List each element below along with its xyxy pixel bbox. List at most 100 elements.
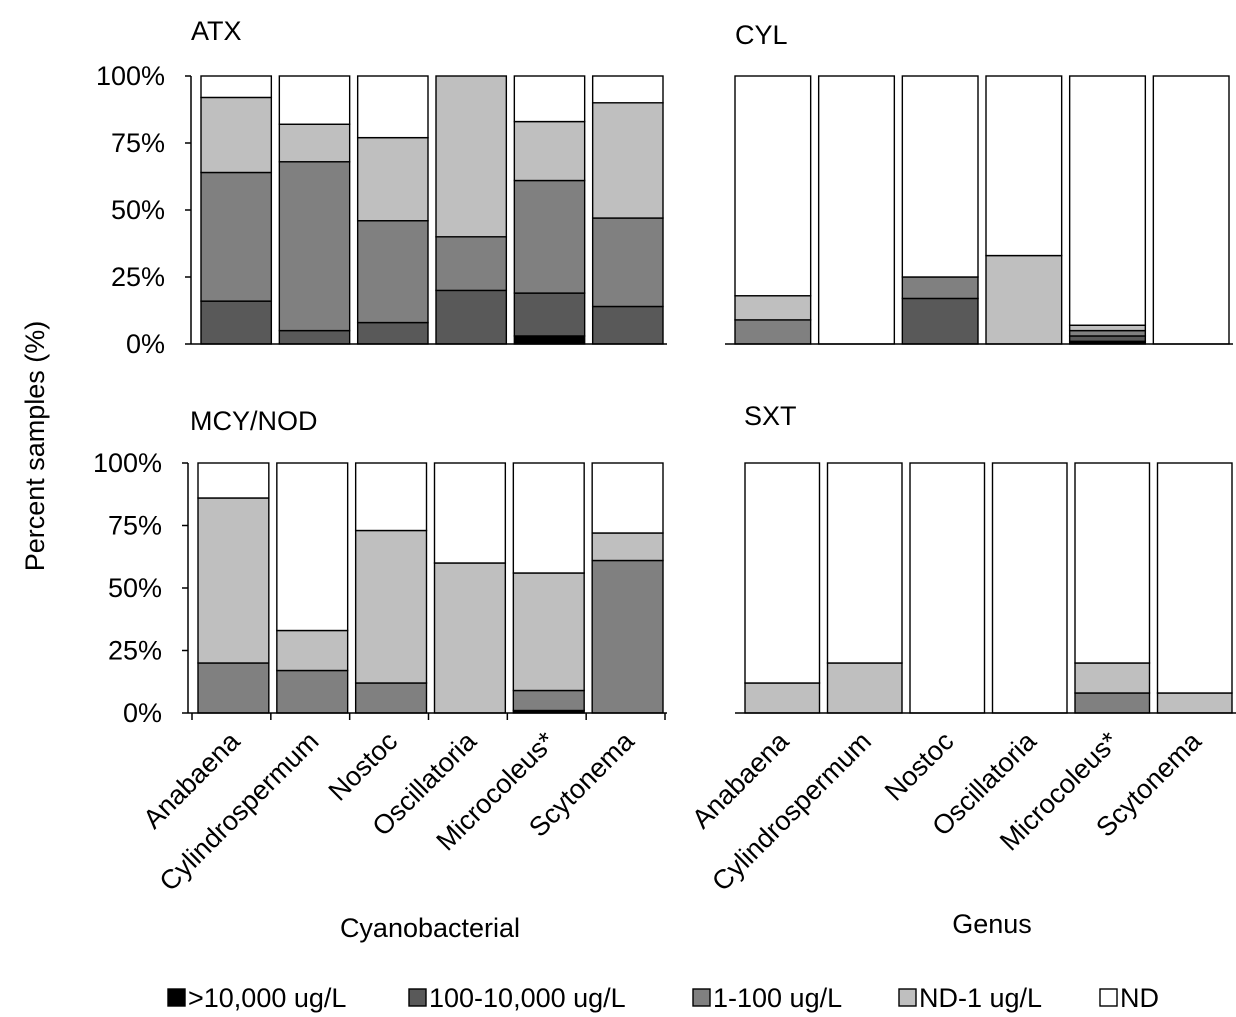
bar-segment-cyl-microcoleus-nd-1-ug-l: [1068, 324, 1147, 332]
legend-item-100-10-000-ug-l: 100-10,000 ug/L: [408, 983, 626, 1013]
y-tick-label: 50%: [108, 573, 162, 603]
y-tick-label: 25%: [108, 636, 162, 666]
bar-segment-atx-nostoc-nd-1-ug-l: [356, 136, 429, 222]
bar-segment-atx-cylindrospermum-1-100-ug-l: [278, 161, 351, 332]
bar-segment-atx-nostoc-nd: [356, 75, 429, 139]
y-tick-label: 50%: [111, 195, 165, 225]
legend-item-nd: ND: [1099, 983, 1159, 1013]
legend-label: 1-100 ug/L: [713, 983, 842, 1013]
bar-segment-cyl-microcoleus-1-100-ug-l: [1068, 329, 1147, 337]
bar-segment-sxt-microcoleus-nd: [1074, 462, 1151, 664]
bar-segment-sxt-cylindrospermum-nd-1-ug-l: [826, 662, 903, 714]
bar-segment-cyl-nostoc-nd: [901, 75, 979, 278]
legend-label: ND: [1120, 983, 1159, 1013]
bar-segment-mcy-nod-scytonema-nd: [591, 462, 664, 534]
bar-segment-cyl-microcoleus-nd: [1068, 75, 1147, 326]
legend-swatch: [898, 988, 917, 1007]
bar-segment-mcy-nod-cylindrospermum-nd-1-ug-l: [276, 629, 349, 672]
y-tick-label: 100%: [93, 448, 162, 478]
bar-segment-cyl-oscillatoria-nd-1-ug-l: [985, 254, 1063, 345]
bar-segment-sxt-anabaena-nd-1-ug-l: [744, 682, 821, 714]
panel-mcy-nod: MCY/NOD0%25%50%75%100%AnabaenaCylindrosp…: [93, 406, 667, 897]
bar-segment-atx-microcoleus-nd-1-ug-l: [513, 120, 586, 182]
legend-swatch: [167, 988, 186, 1007]
legend-swatch: [692, 988, 711, 1007]
panel-atx: ATX 0% 25% 50% 75% 100%: [96, 16, 667, 359]
y-tick-label: 25%: [111, 262, 165, 292]
y-tick-label: 0%: [123, 698, 162, 728]
x-axis-label-left: Cyanobacterial: [340, 913, 520, 943]
bar-segment-atx-microcoleus-nd: [513, 75, 586, 123]
bar-segment-sxt-microcoleus-1-100-ug-l: [1074, 692, 1151, 714]
bar-segment-atx-anabaena-100-10-000-ug-l: [200, 300, 273, 345]
bar-segment-mcy-nod-scytonema-1-100-ug-l: [591, 559, 664, 714]
bar-segment-mcy-nod-microcoleus-nd: [512, 462, 585, 574]
bar-segment-mcy-nod-nostoc-nd-1-ug-l: [354, 529, 428, 684]
bar-segment-cyl-scytonema-nd: [1152, 75, 1230, 345]
bar-segment-cyl-cylindrospermum-nd: [817, 75, 896, 345]
x-axis-label-right: Genus: [952, 909, 1032, 939]
bar-segment-atx-microcoleus-100-10-000-ug-l: [513, 292, 586, 337]
bar-segment-atx-oscillatoria-1-100-ug-l: [435, 236, 508, 292]
bar-segment-mcy-nod-microcoleus-nd-1-ug-l: [512, 572, 585, 692]
legend-swatch: [1099, 988, 1118, 1007]
legend-label: >10,000 ug/L: [188, 983, 346, 1013]
panel-title-sxt: SXT: [744, 401, 797, 431]
bar-segment-mcy-nod-anabaena-1-100-ug-l: [197, 662, 270, 714]
legend-swatch: [408, 988, 427, 1007]
bar-segment-cyl-anabaena-1-100-ug-l: [734, 319, 812, 345]
bar-segment-atx-microcoleus-1-100-ug-l: [513, 179, 586, 294]
y-axis-label: Percent samples (%): [20, 321, 50, 572]
bar-segment-sxt-microcoleus-nd-1-ug-l: [1074, 662, 1151, 694]
bar-segment-mcy-nod-oscillatoria-nd: [433, 462, 507, 564]
bar-segment-cyl-anabaena-nd: [734, 75, 812, 297]
legend-label: 100-10,000 ug/L: [429, 983, 626, 1013]
bar-segment-sxt-cylindrospermum-nd: [826, 462, 903, 664]
bar-segment-mcy-nod-scytonema-nd-1-ug-l: [591, 532, 664, 562]
legend-item-1-100-ug-l: 1-100 ug/L: [692, 983, 842, 1013]
bar-segment-atx-cylindrospermum-100-10-000-ug-l: [278, 329, 351, 345]
bar-segment-cyl-oscillatoria-nd: [985, 75, 1063, 257]
bar-segment-sxt-anabaena-nd: [744, 462, 821, 684]
bar-segment-sxt-scytonema-nd: [1156, 462, 1233, 694]
bar-segment-sxt-nostoc-nd: [909, 462, 986, 714]
bar-segment-atx-nostoc-100-10-000-ug-l: [356, 321, 429, 345]
category-label-cylindrospermum: Cylindrospermum: [706, 726, 877, 897]
bar-segment-atx-scytonema-1-100-ug-l: [591, 217, 664, 308]
bar-segment-cyl-anabaena-nd-1-ug-l: [734, 295, 812, 321]
legend: >10,000 ug/L 100-10,000 ug/L 1-100 ug/L ND-…: [167, 983, 1159, 1013]
bar-segment-cyl-microcoleus-100-10-000-ug-l: [1068, 335, 1147, 343]
bar-segment-atx-oscillatoria-100-10-000-ug-l: [435, 289, 508, 345]
y-tick-label: 100%: [96, 61, 165, 91]
chart-panels: ATX 0% 25% 50% 75% 100% CYL MCY/NOD 0% 25% 50% 75% 1…: [93, 16, 1236, 897]
panel-cyl: CYL: [725, 20, 1233, 345]
bar-segment-atx-anabaena-1-100-ug-l: [200, 171, 273, 302]
bar-segment-mcy-nod-cylindrospermum-1-100-ug-l: [276, 669, 349, 714]
y-tick-label: 75%: [111, 128, 165, 158]
y-tick-label: 0%: [126, 329, 165, 359]
bar-segment-mcy-nod-anabaena-nd: [197, 462, 270, 499]
bar-segment-atx-microcoleus-10-000-ug-l: [513, 335, 586, 345]
panel-title-cyl: CYL: [735, 20, 788, 50]
bar-segment-cyl-nostoc-100-10-000-ug-l: [901, 297, 979, 345]
bar-segment-atx-anabaena-nd-1-ug-l: [200, 96, 273, 174]
bar-segment-mcy-nod-cylindrospermum-nd: [276, 462, 349, 632]
bar-segment-mcy-nod-oscillatoria-nd-1-ug-l: [433, 562, 507, 714]
bar-segment-atx-scytonema-100-10-000-ug-l: [591, 305, 664, 345]
bar-segment-sxt-scytonema-nd-1-ug-l: [1156, 692, 1233, 714]
legend-item-10-000-ug-l: >10,000 ug/L: [167, 983, 346, 1013]
bar-segment-atx-cylindrospermum-nd-1-ug-l: [278, 123, 351, 163]
bar-segment-atx-oscillatoria-nd-1-ug-l: [435, 75, 508, 238]
bar-segment-atx-anabaena-nd: [200, 75, 273, 99]
bar-segment-mcy-nod-nostoc-1-100-ug-l: [354, 682, 428, 714]
panel-title-atx: ATX: [191, 16, 242, 46]
bar-segment-cyl-nostoc-1-100-ug-l: [901, 276, 979, 300]
category-label-nostoc: Nostoc: [879, 726, 960, 807]
legend-item-nd-1-ug-l: ND-1 ug/L: [898, 983, 1042, 1013]
y-tick-label: 75%: [108, 511, 162, 541]
bar-segment-atx-scytonema-nd-1-ug-l: [591, 102, 664, 219]
bar-segment-mcy-nod-anabaena-nd-1-ug-l: [197, 497, 270, 664]
bar-segment-sxt-oscillatoria-nd: [991, 462, 1068, 714]
